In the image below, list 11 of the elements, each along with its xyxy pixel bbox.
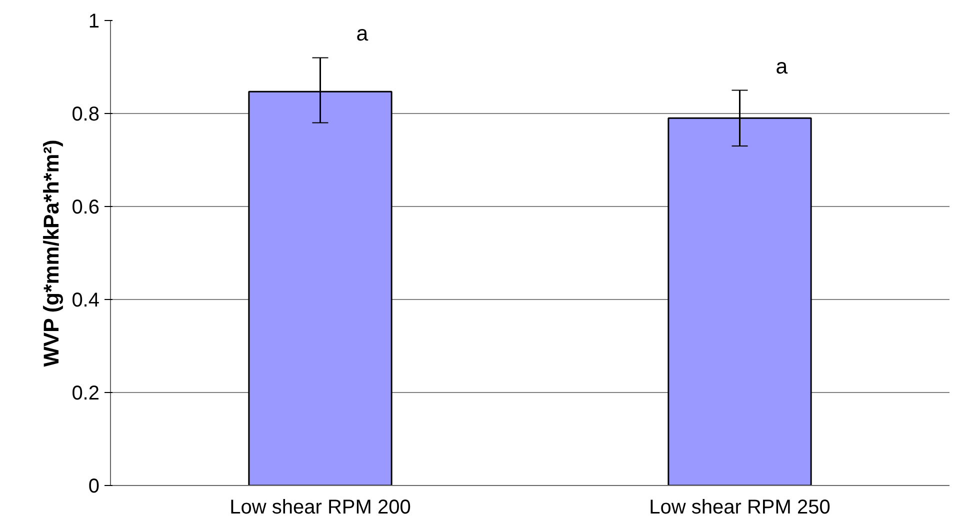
annotation: a xyxy=(776,54,788,78)
y-tick-label: 0.2 xyxy=(72,382,100,404)
y-tick-label: 0 xyxy=(88,476,100,498)
y-tick-label: 0.4 xyxy=(72,290,100,312)
annotation: a xyxy=(356,22,368,46)
y-tick-label: 1 xyxy=(88,10,100,32)
y-axis-title: WVP (g*mm/kPa*h*m²) xyxy=(40,140,64,367)
y-tick-label: 0.6 xyxy=(72,196,100,218)
x-tick-label: Low shear RPM 200 xyxy=(230,496,411,518)
x-tick-label: Low shear RPM 250 xyxy=(649,496,830,518)
y-tick-label: 0.8 xyxy=(72,104,100,126)
